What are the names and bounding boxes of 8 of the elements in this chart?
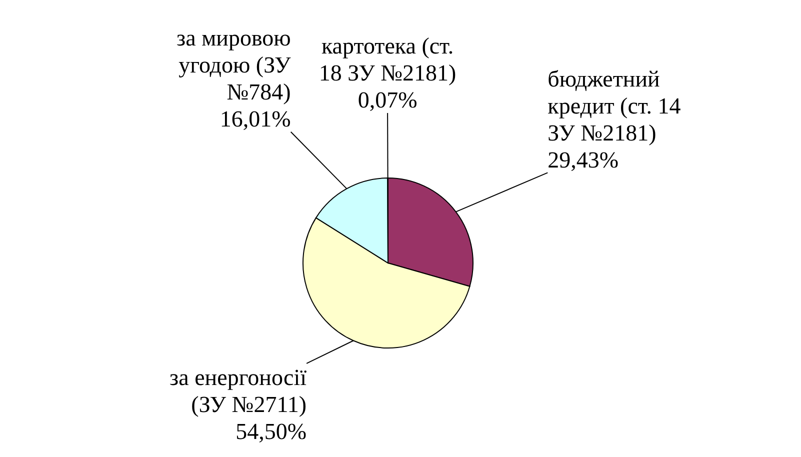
slice-label: за мировою угодою (ЗУ №784)	[176, 25, 292, 104]
data-label: 29,43%	[548, 147, 619, 172]
data-label: 0,07%	[358, 88, 418, 113]
slice-label: бюджетний кредит (ст. 14 ЗУ №2181)	[548, 66, 682, 146]
slice-label: картотека (ст. 18 ЗУ №2181)	[318, 34, 456, 86]
data-label: 54,50%	[236, 419, 307, 444]
data-label: 16,01%	[220, 106, 291, 132]
slice-label: за енергоносії (ЗУ №2711)	[170, 365, 308, 418]
